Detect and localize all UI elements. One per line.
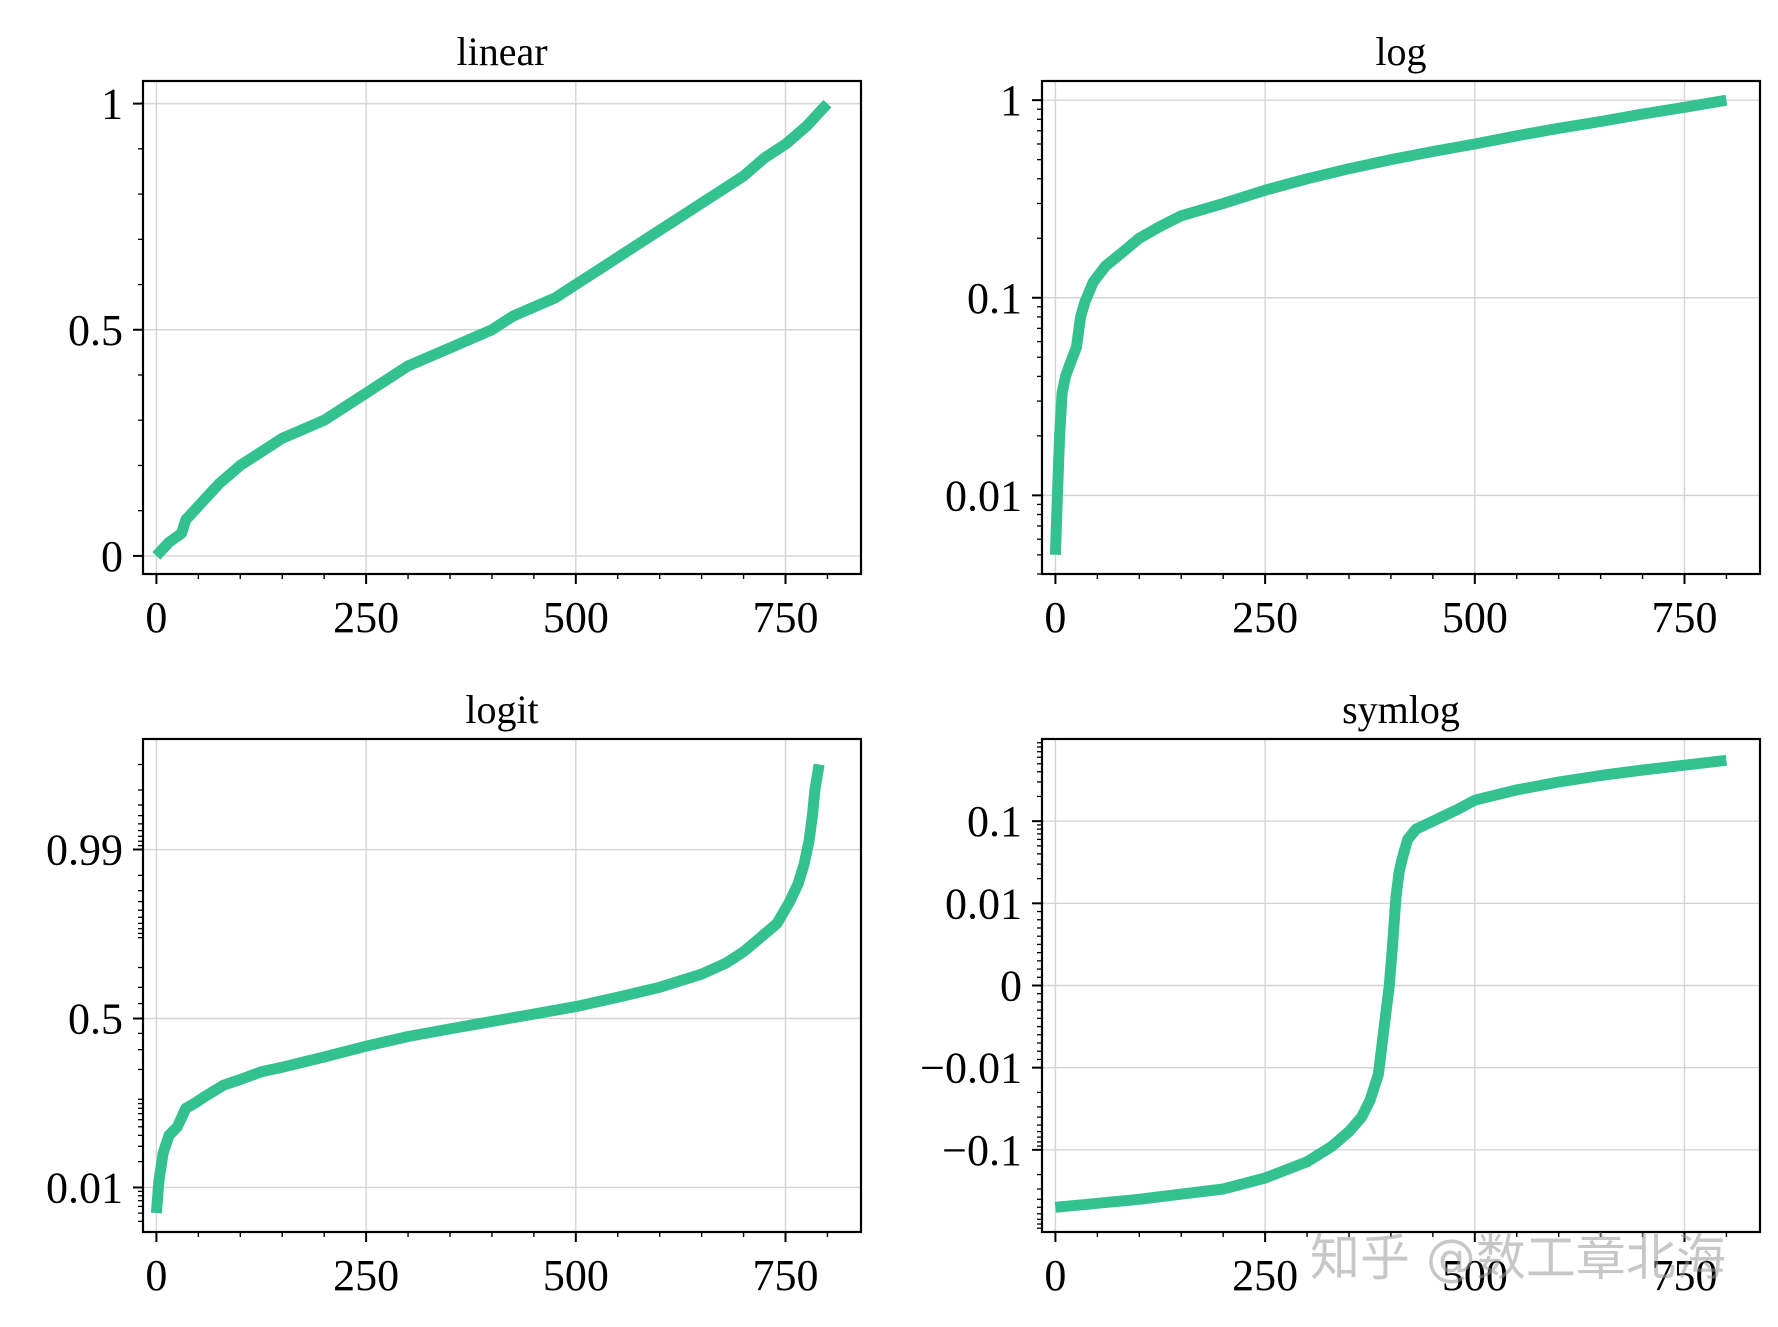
series-line-0: [1054, 754, 1728, 1213]
y-tick-label: 0.5: [68, 306, 123, 355]
y-tick-label: 0: [101, 532, 123, 581]
y-tick-label: −0.1: [942, 1126, 1022, 1175]
y-tick-label: 0.01: [46, 1163, 123, 1212]
subplot-linear: linear 0 250 500 750 0 0.5 1: [68, 29, 863, 642]
x-tick-label: 750: [753, 1251, 819, 1300]
y-tick-label: 1: [1000, 76, 1022, 125]
y-tick-label: 0.99: [46, 826, 123, 875]
y-tick-label: 0: [1000, 962, 1022, 1011]
x-tick-label: 0: [1044, 1251, 1066, 1300]
x-tick-label: 500: [1442, 593, 1508, 642]
x-tick-label: 250: [1232, 593, 1298, 642]
y-tick-label: 0.1: [967, 797, 1022, 846]
axes-frame: [1040, 79, 1762, 576]
x-tick-label: 500: [543, 1251, 609, 1300]
subplot-logit: logit 0 250 500 750 0.01 0.5 0.99: [46, 687, 863, 1300]
x-tick-label: 0: [145, 593, 167, 642]
x-tick-label: 750: [1652, 593, 1718, 642]
y-tick-label: −0.01: [920, 1044, 1022, 1093]
series-line-0: [150, 763, 825, 1214]
subplot-title: linear: [456, 29, 547, 74]
x-tick-label: 250: [333, 1251, 399, 1300]
subplot-title: log: [1375, 29, 1426, 74]
subplot-title: symlog: [1342, 687, 1460, 732]
y-tick-label: 0.01: [945, 879, 1022, 928]
x-tick-label: 500: [543, 593, 609, 642]
watermark: 知乎 @数工章北海: [1310, 1229, 1726, 1287]
subplot-title: logit: [465, 687, 538, 732]
x-tick-label: 0: [145, 1251, 167, 1300]
series-line-0: [152, 99, 832, 560]
x-tick-label: 250: [1232, 1251, 1298, 1300]
x-tick-label: 250: [333, 593, 399, 642]
x-tick-label: 0: [1044, 593, 1066, 642]
subplot-log: log 0 250 500 750 0.01 0.1 1: [945, 29, 1762, 642]
x-tick-label: 750: [1652, 1251, 1718, 1300]
x-tick-label: 750: [753, 593, 819, 642]
y-tick-label: 0.5: [68, 994, 123, 1043]
subplot-symlog: symlog 0 250 500 750 −0.1 −0.01 0 0.01 0.1: [920, 687, 1762, 1300]
y-tick-label: 0.01: [945, 471, 1022, 520]
y-tick-label: 1: [101, 80, 123, 129]
series-line-0: [1049, 94, 1728, 555]
axes-frame: [141, 79, 863, 576]
axes-frame: [141, 737, 863, 1234]
x-tick-label: 500: [1442, 1251, 1508, 1300]
y-tick-label: 0.1: [967, 274, 1022, 323]
